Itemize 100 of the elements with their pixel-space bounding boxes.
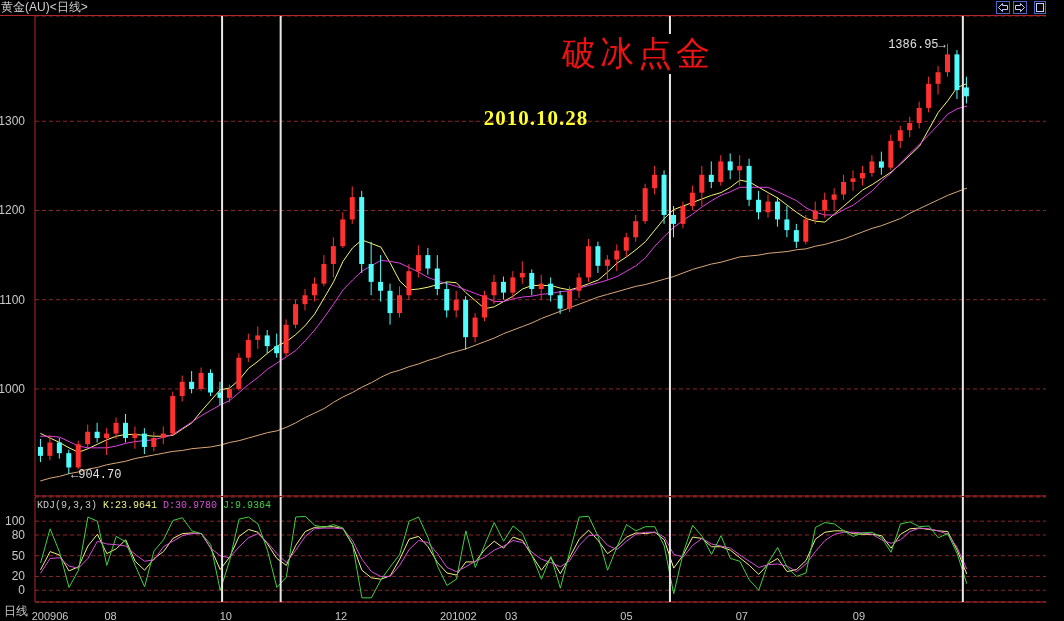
candlestick — [850, 169, 856, 192]
chart-subtitle: 黄金(AU)<日线> — [1, 0, 88, 15]
candlestick — [595, 241, 601, 274]
candlestick — [519, 260, 525, 285]
candlestick — [869, 154, 875, 178]
candlestick — [689, 185, 695, 211]
candlestick — [756, 190, 762, 220]
x-tick-label: 09 — [852, 610, 866, 621]
candlestick — [293, 299, 299, 329]
candlestick — [37, 438, 43, 463]
candlestick — [812, 201, 818, 225]
annotation: 1386.95→ — [888, 37, 947, 52]
candlestick — [141, 427, 147, 455]
candlestick — [727, 152, 733, 180]
candlestick — [75, 440, 81, 470]
y-tick-label: 1300 — [0, 114, 26, 129]
candlestick — [434, 254, 440, 296]
candlestick — [652, 165, 658, 195]
candlestick — [897, 125, 903, 149]
candlestick — [151, 431, 157, 452]
candlestick — [793, 223, 799, 249]
candlestick — [198, 367, 204, 392]
x-tick-label: 05 — [620, 610, 633, 621]
candlestick — [907, 116, 913, 138]
candlestick — [415, 244, 421, 278]
candlestick — [831, 187, 837, 211]
candlestick — [330, 236, 336, 278]
x-axis-title: 日线 — [4, 603, 28, 619]
candlestick — [671, 205, 676, 238]
annotation: 2010.10.28 — [483, 106, 589, 130]
candlestick — [274, 333, 280, 359]
series-label: J:9.9364 — [223, 500, 272, 512]
x-tick-label: 07 — [735, 610, 748, 621]
candlestick — [482, 290, 488, 322]
candlestick — [122, 413, 128, 443]
candlestick — [349, 185, 355, 225]
y-tick-label: 100 — [4, 514, 26, 529]
candlestick — [255, 325, 261, 350]
legend-title: KDJ(9,3,3) — [37, 500, 98, 512]
annotation: ←904.70 — [71, 467, 122, 482]
candlestick — [387, 283, 393, 326]
y-tick-label: 80 — [11, 527, 26, 542]
candlestick — [132, 425, 138, 450]
x-tick-label: 12 — [335, 610, 348, 621]
x-tick-label: 08 — [104, 610, 117, 621]
candlestick — [444, 281, 450, 319]
candlestick — [784, 205, 790, 238]
candlestick — [189, 370, 195, 394]
candlestick — [538, 274, 544, 301]
candlestick — [104, 427, 110, 456]
candlestick — [425, 247, 431, 276]
candlestick — [557, 290, 563, 315]
candlestick — [841, 174, 847, 201]
candlestick — [718, 154, 724, 187]
x-tick-label: 03 — [505, 610, 518, 621]
y-tick-label: 1000 — [0, 381, 26, 396]
candlestick — [699, 165, 705, 207]
candlestick — [878, 151, 884, 176]
candlestick — [614, 243, 620, 272]
candlestick — [708, 160, 714, 189]
candlestick — [500, 276, 506, 301]
candlestick — [264, 329, 270, 354]
x-tick-label: 200906 — [31, 610, 69, 621]
candlestick — [623, 232, 629, 258]
candlestick — [576, 272, 582, 299]
candlestick — [66, 449, 72, 475]
candlestick — [179, 375, 185, 402]
candlestick — [510, 270, 516, 299]
candlestick — [47, 434, 53, 461]
candlestick — [113, 416, 119, 440]
candlestick — [321, 254, 327, 287]
candlestick — [472, 312, 478, 344]
y-tick-label: 0 — [18, 583, 26, 598]
candlestick — [208, 368, 214, 397]
candlestick — [737, 154, 743, 187]
candlestick — [529, 268, 535, 296]
x-tick-label: 10 — [219, 610, 232, 621]
y-tick-label: 50 — [11, 548, 26, 563]
candlestick — [680, 201, 686, 229]
line-series — [40, 515, 968, 599]
candlestick — [916, 101, 922, 129]
candlestick — [491, 274, 497, 305]
candlestick — [302, 288, 308, 311]
text: D:30.9780 — [163, 500, 218, 512]
candlestick — [945, 43, 951, 78]
candlestick — [94, 422, 100, 443]
candlestick — [548, 276, 554, 302]
candlestick — [56, 437, 62, 460]
candlestick — [765, 193, 771, 219]
line-series — [40, 187, 968, 482]
y-tick-label: 1200 — [0, 203, 26, 218]
candlestick — [633, 214, 639, 243]
candlestick — [803, 214, 809, 245]
y-tick-label: 1100 — [0, 292, 26, 307]
candlestick — [822, 192, 828, 219]
candlestick — [453, 290, 459, 319]
text: 破冰点金 — [559, 34, 717, 74]
candlestick — [935, 65, 941, 96]
candlestick — [567, 285, 573, 313]
x-tick-label: 201002 — [439, 610, 477, 621]
